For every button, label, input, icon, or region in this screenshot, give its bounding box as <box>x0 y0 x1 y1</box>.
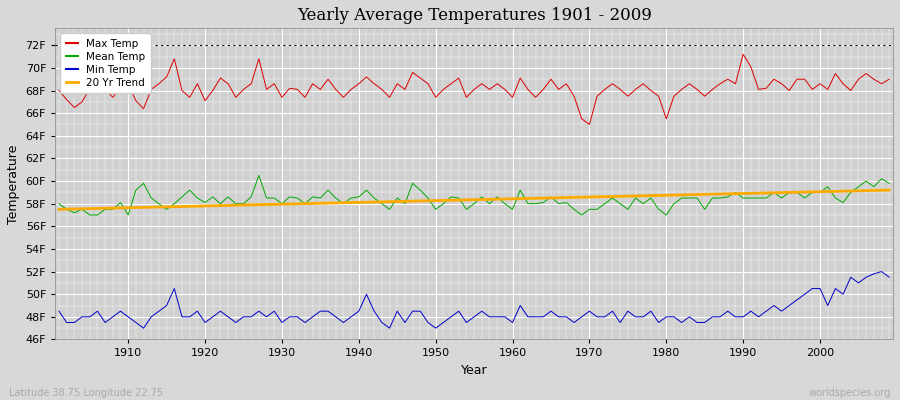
Title: Yearly Average Temperatures 1901 - 2009: Yearly Average Temperatures 1901 - 2009 <box>297 7 652 24</box>
X-axis label: Year: Year <box>461 364 488 377</box>
Y-axis label: Temperature: Temperature <box>7 144 20 224</box>
Text: worldspecies.org: worldspecies.org <box>809 388 891 398</box>
Legend: Max Temp, Mean Temp, Min Temp, 20 Yr Trend: Max Temp, Mean Temp, Min Temp, 20 Yr Tre… <box>60 34 150 93</box>
Text: Latitude 38.75 Longitude 22.75: Latitude 38.75 Longitude 22.75 <box>9 388 163 398</box>
